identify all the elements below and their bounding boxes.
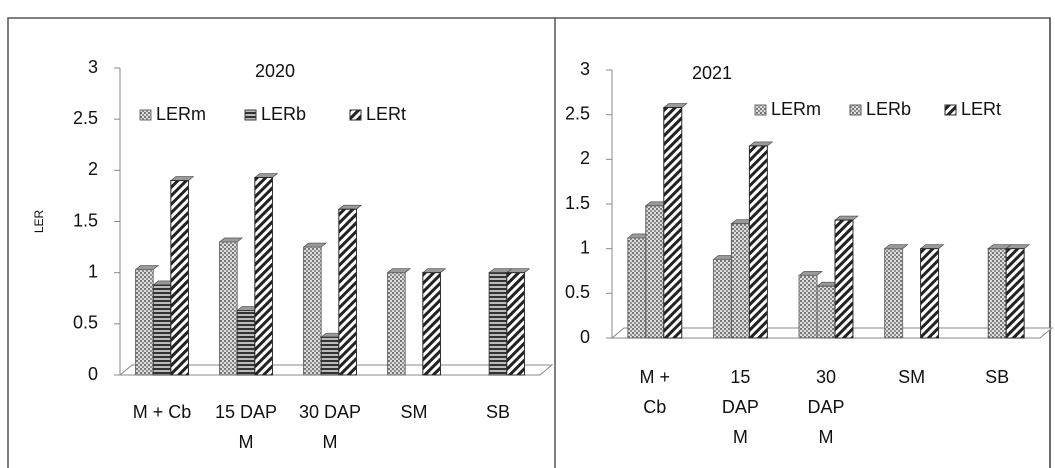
bar-top — [337, 204, 363, 210]
y-tick-label: 0.5 — [565, 282, 590, 302]
bar — [135, 269, 154, 376]
bar-top — [169, 176, 195, 181]
legend-swatch — [944, 104, 957, 116]
legend-label: LERt — [366, 104, 406, 124]
legend-swatch — [849, 104, 862, 116]
legend-label: LERm — [156, 104, 206, 124]
chart-title: 2020 — [255, 61, 295, 81]
bar-top — [253, 173, 279, 178]
bar — [920, 248, 940, 339]
legend-swatch — [754, 104, 767, 116]
bar-top — [386, 268, 412, 273]
bar — [219, 241, 238, 376]
chart-title: 2021 — [692, 63, 732, 83]
bar — [387, 272, 406, 376]
y-tick-label: 0 — [580, 327, 590, 347]
bar — [798, 274, 818, 339]
bar-top — [302, 242, 328, 248]
x-tick-label: M + Cb — [132, 402, 192, 422]
x-tick-label: SM — [400, 402, 428, 422]
legend-label: LERt — [961, 99, 1001, 119]
y-tick-label: 2.5 — [565, 103, 590, 123]
bar-top — [748, 141, 774, 147]
bar — [627, 237, 647, 339]
bar — [987, 248, 1007, 339]
y-axis-label: LER — [32, 209, 46, 233]
x-tick-label: SM — [898, 367, 926, 387]
legend-label: LERb — [261, 104, 306, 124]
bar — [730, 223, 750, 339]
x-tick-label: 30 DAP M — [807, 367, 845, 447]
bar — [663, 107, 683, 339]
y-tick-label: 1.5 — [565, 193, 590, 213]
bar — [422, 272, 441, 376]
x-tick-label: SB — [485, 402, 510, 422]
y-tick-label: 3 — [580, 59, 590, 79]
legend-label: LERb — [866, 99, 911, 119]
y-tick-label: 2 — [88, 159, 98, 179]
y-tick-label: 0 — [88, 364, 98, 384]
legend-swatch — [244, 109, 257, 121]
legend-swatch — [139, 109, 152, 121]
bar — [303, 246, 322, 376]
y-tick-label: 3 — [88, 57, 98, 77]
bar-top — [421, 268, 447, 273]
y-tick-label: 1 — [580, 237, 590, 257]
bar — [236, 310, 256, 376]
bar — [506, 272, 525, 376]
bar — [152, 284, 172, 376]
bar — [712, 258, 732, 339]
legend-label: LERm — [771, 99, 821, 119]
y-tick-label: 1 — [88, 261, 98, 281]
y-tick-label: 2.5 — [73, 108, 98, 128]
bar — [488, 272, 508, 376]
bar — [884, 248, 904, 339]
bar — [1005, 248, 1025, 339]
x-tick-label: M + Cb — [639, 367, 671, 417]
y-tick-label: 2 — [580, 148, 590, 168]
bar-top — [798, 271, 823, 276]
bar-top — [883, 244, 909, 249]
bar — [170, 180, 189, 376]
bar — [338, 208, 357, 376]
bar — [645, 205, 665, 339]
bar-top — [834, 215, 859, 221]
x-tick-label: SB — [985, 367, 1010, 387]
x-tick-label: 15 DAP M — [214, 402, 278, 452]
bar — [816, 285, 836, 339]
bar-top — [218, 237, 244, 243]
y-tick-label: 0.5 — [73, 313, 98, 333]
bar-top — [919, 244, 945, 249]
bar — [748, 145, 768, 339]
x-tick-label: 15 DAP M — [721, 367, 759, 447]
y-tick-label: 1.5 — [73, 210, 98, 230]
bar-top — [134, 265, 160, 270]
x-tick-label: 30 DAP M — [298, 402, 362, 452]
bar — [320, 336, 340, 376]
legend-swatch — [349, 109, 362, 121]
bar-top — [662, 103, 688, 108]
bar — [254, 176, 273, 376]
bar — [834, 219, 854, 339]
